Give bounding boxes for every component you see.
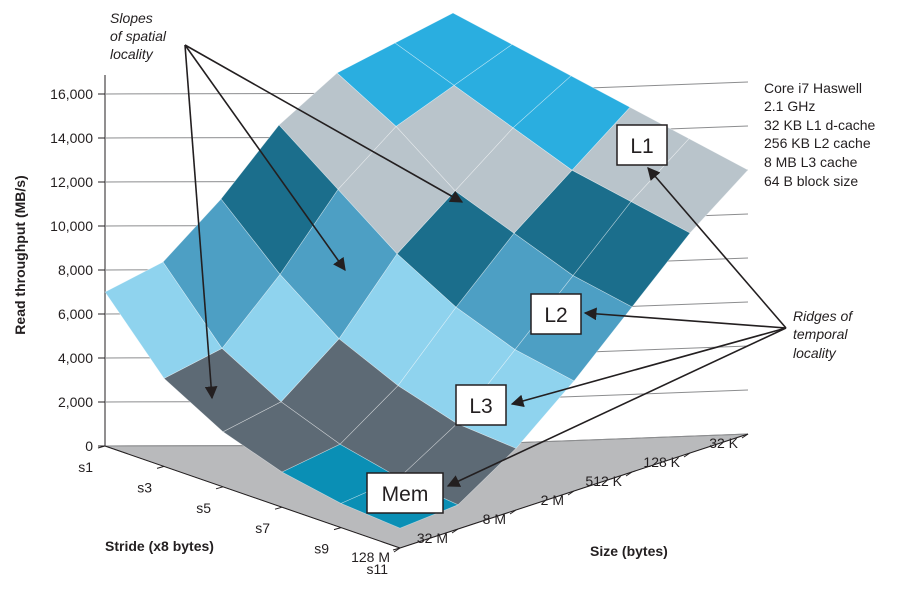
stride-tick-label: s3: [137, 479, 152, 495]
z-tick-label: 12,000: [50, 174, 93, 190]
spec-line: 32 KB L1 d-cache: [764, 117, 876, 133]
slopes-label-line: of spatial: [110, 28, 167, 44]
region-text: L2: [544, 304, 567, 327]
spec-line: 2.1 GHz: [764, 98, 815, 114]
ridges-label-line: Ridges of: [793, 308, 854, 324]
slope-arrow: [184, 44, 218, 400]
size-tick-mark: [451, 528, 459, 534]
z-axis-ticks: 0 2,000 4,000 6,000 8,000 10,000 12,000 14,000 1…: [50, 86, 105, 454]
size-axis-ticks: 32 K 128 K 512 K 2 M 8 M 32 M 128 M: [351, 433, 749, 565]
size-tick-label: 128 M: [351, 549, 390, 565]
ridges-label-line: locality: [793, 345, 837, 361]
region-text: L1: [630, 135, 653, 158]
stride-axis-title: Stride (x8 bytes): [105, 538, 214, 554]
ridges-annotation: Ridges of temporal locality: [446, 167, 854, 487]
size-tick-label: 32 K: [709, 435, 738, 451]
ridges-label-line: temporal: [793, 326, 848, 342]
spec-line: 256 KB L2 cache: [764, 135, 871, 151]
ridge-arrow: [647, 167, 787, 329]
slope-arrow: [184, 44, 346, 272]
region-box: [530, 293, 582, 335]
size-tick-label: 32 M: [417, 530, 448, 546]
surface-patch: [104, 261, 223, 379]
slope-arrow: [184, 44, 464, 203]
stride-tick-mark: [274, 506, 283, 510]
stride-tick-label: s11: [366, 561, 388, 577]
size-tick-mark: [567, 490, 575, 496]
z-tick-label: 6,000: [58, 306, 93, 322]
z-tick-label: 4,000: [58, 350, 93, 366]
z-tick-label: 10,000: [50, 218, 93, 234]
z-tick-label: 14,000: [50, 130, 93, 146]
spec-line: 8 MB L3 cache: [764, 154, 858, 170]
slopes-label-line: locality: [110, 46, 154, 62]
size-tick-mark: [393, 547, 401, 553]
region-box: [616, 124, 668, 166]
z-tick-label: 16,000: [50, 86, 93, 102]
z-tick-label: 2,000: [58, 394, 93, 410]
stride-tick-label: s9: [314, 541, 329, 557]
size-tick-label: 2 M: [541, 492, 564, 508]
stride-tick-mark: [333, 527, 342, 531]
ridge-arrow: [510, 327, 787, 408]
size-tick-mark: [509, 509, 517, 515]
region-text: L3: [469, 395, 492, 418]
region-text: Mem: [382, 483, 429, 506]
region-box: [366, 472, 444, 514]
stride-tick-mark: [156, 465, 165, 469]
spec-line: 64 B block size: [764, 173, 858, 189]
z-tick-label: 0: [85, 438, 93, 454]
stride-tick-label: s1: [78, 459, 93, 475]
region-label-l3: L3: [455, 384, 507, 426]
ridge-arrow: [583, 307, 787, 329]
region-label-mem: Mem: [366, 472, 444, 514]
spec-line: Core i7 Haswell: [764, 80, 862, 96]
ridge-arrow: [446, 327, 787, 487]
stride-axis-line: [104, 445, 401, 549]
machine-specs: Core i7 Haswell 2.1 GHz 32 KB L1 d-cache…: [764, 80, 876, 189]
z-tick-label: 8,000: [58, 262, 93, 278]
stride-tick-mark: [215, 486, 224, 490]
region-label-l1: L1: [616, 124, 668, 166]
region-label-l2: L2: [530, 293, 582, 335]
slopes-annotation: Slopes of spatial locality: [110, 10, 464, 400]
size-axis-title: Size (bytes): [590, 543, 668, 559]
stride-tick-mark: [97, 445, 106, 449]
stride-axis-ticks: s1 s3 s5 s7 s9 s11: [78, 445, 401, 577]
stride-tick-label: s5: [196, 500, 211, 516]
size-tick-label: 128 K: [643, 454, 680, 470]
stride-tick-label: s7: [255, 520, 270, 536]
size-tick-label: 8 M: [483, 511, 506, 527]
size-tick-mark: [683, 452, 691, 458]
size-tick-mark: [741, 433, 749, 439]
size-tick-mark: [625, 471, 633, 477]
z-axis-title: Read throughput (MB/s): [12, 175, 28, 334]
region-box: [455, 384, 507, 426]
size-tick-label: 512 K: [585, 473, 622, 489]
slopes-label-line: Slopes: [110, 10, 153, 26]
